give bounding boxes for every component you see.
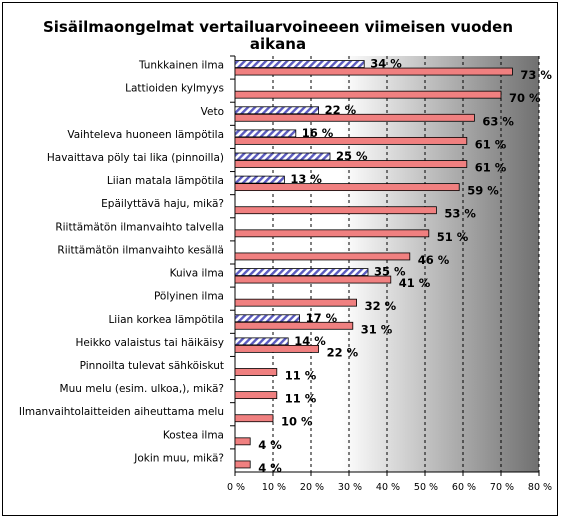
data-label: 16 % <box>302 126 334 140</box>
category-label: Pinnoilta tulevat sähköiskut <box>80 360 224 372</box>
tick-label: 70 % <box>490 482 514 493</box>
bar-solid <box>234 229 430 238</box>
data-label: 4 % <box>258 438 282 452</box>
bars <box>234 60 513 469</box>
bar-solid <box>234 90 502 99</box>
chart-title-line-2: aikana <box>250 35 306 53</box>
bar-solid <box>234 391 278 400</box>
tick-label: 0 % <box>227 482 245 493</box>
bar-solid <box>234 344 319 353</box>
data-label: 34 % <box>370 57 402 71</box>
bar-hatched <box>234 106 319 115</box>
bar-solid <box>234 160 468 168</box>
category-label: Riittämätön ilmanvaihto talvella <box>55 221 224 233</box>
category-label: Liian matala lämpötila <box>107 175 224 187</box>
category-label: Epäilyttävä haju, mikä? <box>101 198 224 210</box>
data-label: 4 % <box>258 461 282 475</box>
bar-hatched <box>234 337 289 346</box>
data-label: 11 % <box>285 392 317 406</box>
data-label: 41 % <box>399 276 431 290</box>
bar-solid <box>234 437 251 446</box>
category-label: Ilmanvaihtolaitteiden aiheuttama melu <box>19 406 224 418</box>
tick-label: 10 % <box>262 482 286 493</box>
data-label: 17 % <box>306 311 338 325</box>
bar-hatched <box>234 152 331 161</box>
data-label: 73 % <box>520 68 552 82</box>
data-label: 13 % <box>290 172 322 186</box>
bar-solid <box>234 67 513 76</box>
bar-solid <box>234 321 354 330</box>
category-label: Riittämätön ilmanvaihto kesällä <box>57 244 224 256</box>
data-label: 31 % <box>361 322 393 336</box>
bar-solid <box>234 275 392 284</box>
category-label: Kuiva ilma <box>170 268 224 280</box>
category-label: Kostea ilma <box>163 429 224 441</box>
data-label: 70 % <box>509 91 541 105</box>
bar-hatched <box>234 129 297 138</box>
category-label: Havaittava pöly tai lika (pinnoilla) <box>47 152 224 164</box>
data-label: 61 % <box>475 161 507 175</box>
tick-label: 60 % <box>452 482 476 493</box>
bar-solid <box>234 183 460 192</box>
bar-solid <box>234 206 437 215</box>
bar-solid <box>234 298 357 307</box>
category-label: Tunkkainen ilma <box>138 60 224 72</box>
data-label: 22 % <box>327 345 359 359</box>
bar-hatched <box>234 60 365 68</box>
tick-label: 80 % <box>528 482 552 493</box>
bar-solid <box>234 252 411 261</box>
bar-solid <box>234 368 278 376</box>
category-label: Lattioiden kylmyys <box>125 83 224 95</box>
data-label: 53 % <box>444 207 476 221</box>
tick-label: 20 % <box>300 482 324 493</box>
category-label: Jokin muu, mikä? <box>133 452 224 464</box>
tick-label: 40 % <box>376 482 400 493</box>
bar-hatched <box>234 175 285 184</box>
data-label: 63 % <box>482 114 514 128</box>
data-label: 11 % <box>285 369 317 383</box>
data-label: 25 % <box>336 149 368 163</box>
bar-solid <box>234 460 251 469</box>
data-label: 51 % <box>437 230 469 244</box>
data-label: 14 % <box>294 334 326 348</box>
data-label: 22 % <box>325 103 357 117</box>
labels: Tunkkainen ilma 34 % 73 % Lattioiden kylmyy… <box>19 57 553 475</box>
chart-title-line-1: Sisäilmaongelmat vertailuarvoineeen viim… <box>43 18 513 36</box>
data-label: 59 % <box>467 184 499 198</box>
x-axis-ticks: 0 % 10 % 20 % 30 % 40 % 50 % 60 % 70 % 80 % <box>227 472 552 493</box>
category-label: Muu melu (esim. ulkoa,), mikä? <box>60 383 224 395</box>
category-label: Veto <box>201 106 224 118</box>
tick-label: 30 % <box>338 482 362 493</box>
category-label: Vaihteleva huoneen lämpötila <box>67 129 224 141</box>
data-label: 10 % <box>281 415 313 429</box>
bar-hatched <box>234 268 369 276</box>
category-label: Heikko valaistus tai häikäisy <box>75 337 224 349</box>
plot-area <box>235 56 539 472</box>
bar-hatched <box>234 314 300 323</box>
bar-solid <box>234 414 274 423</box>
bar-solid <box>234 136 468 145</box>
category-label: Liian korkea lämpötila <box>108 314 224 326</box>
bar-solid <box>234 113 475 122</box>
data-label: 61 % <box>475 137 507 151</box>
data-label: 35 % <box>374 265 406 279</box>
tick-label: 50 % <box>414 482 438 493</box>
data-label: 46 % <box>418 253 450 267</box>
data-label: 32 % <box>365 299 397 313</box>
category-label: Pölyinen ilma <box>154 291 224 303</box>
